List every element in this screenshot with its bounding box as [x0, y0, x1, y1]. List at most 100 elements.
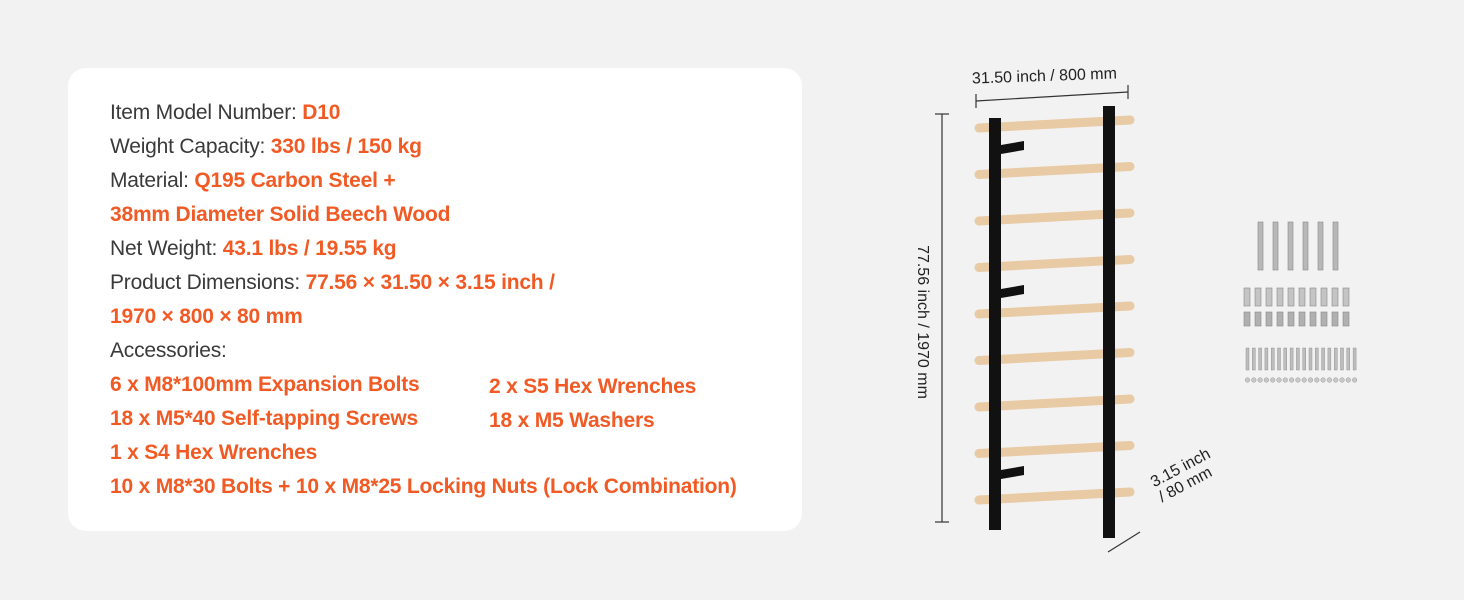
material-label: Material:: [110, 169, 189, 192]
expansion-bolt: [1272, 221, 1279, 271]
expansion-bolt: [1257, 221, 1264, 271]
washer: [1282, 377, 1288, 383]
accessory-item: 10 x M8*30 Bolts + 10 x M8*25 Locking Nu…: [110, 474, 737, 500]
accessory-s5-hex-wrenches: 2 x S5 Hex Wrenches: [489, 375, 697, 398]
spec-net-weight: Net Weight: 43.1 lbs / 19.55 kg: [110, 236, 397, 262]
net-weight-value: 43.1 lbs / 19.55 kg: [222, 237, 397, 260]
self-tapping-screw: [1270, 347, 1275, 371]
locking-nut: [1265, 311, 1273, 327]
accessory-expansion-bolts: 6 x M8*100mm Expansion Bolts: [110, 373, 420, 396]
spec-model: Item Model Number: D10: [110, 100, 340, 126]
washer: [1244, 377, 1250, 383]
self-tapping-screw: [1352, 347, 1357, 371]
expansion-bolt: [1332, 221, 1339, 271]
bolt: [1243, 287, 1251, 307]
bolt: [1254, 287, 1262, 307]
accessory-m5-washers: 18 x M5 Washers: [489, 409, 655, 432]
washer: [1270, 377, 1276, 383]
washer: [1251, 377, 1257, 383]
self-tapping-screw: [1333, 347, 1338, 371]
locking-nut: [1342, 311, 1350, 327]
dimensions-value-2: 1970 × 800 × 80 mm: [110, 305, 303, 328]
self-tapping-screw: [1258, 347, 1262, 371]
self-tapping-screw: [1340, 347, 1344, 371]
expansion-bolt: [1317, 221, 1324, 271]
locking-nut: [1309, 311, 1317, 327]
self-tapping-screw: [1264, 347, 1269, 371]
expansion-bolt: [1287, 221, 1294, 271]
self-tapping-screw: [1321, 347, 1325, 371]
washer: [1307, 377, 1313, 383]
dimensions-label: Product Dimensions:: [110, 271, 300, 294]
width-dimension-line: [975, 85, 1129, 108]
bolt: [1287, 287, 1295, 307]
washer: [1257, 377, 1263, 383]
spec-dimensions: Product Dimensions: 77.56 × 31.50 × 3.15…: [110, 270, 555, 296]
self-tapping-screw: [1315, 347, 1319, 371]
self-tapping-screw: [1346, 347, 1351, 371]
self-tapping-screw: [1296, 347, 1300, 371]
washer: [1263, 377, 1269, 383]
hardware-accessories: [1243, 221, 1358, 383]
bolt: [1331, 287, 1339, 307]
washer: [1345, 377, 1351, 383]
self-tapping-screw: [1289, 347, 1294, 371]
self-tapping-screw: [1308, 347, 1313, 371]
bolt: [1309, 287, 1317, 307]
locking-nut: [1243, 311, 1251, 327]
self-tapping-screw: [1245, 347, 1250, 371]
self-tapping-screw: [1327, 347, 1332, 371]
locking-nut: [1276, 311, 1284, 327]
spec-capacity: Weight Capacity: 330 lbs / 150 kg: [110, 134, 422, 160]
bolt: [1342, 287, 1350, 307]
locking-nut: [1287, 311, 1295, 327]
washer: [1301, 377, 1307, 383]
expansion-bolt: [1302, 221, 1309, 271]
wall-brackets: [1001, 141, 1024, 479]
locking-nut: [1331, 311, 1339, 327]
dimensions-value-1: 77.56 × 31.50 × 3.15 inch /: [305, 271, 555, 294]
accessory-item: 6 x M8*100mm Expansion Bolts: [110, 372, 420, 398]
washer: [1295, 377, 1301, 383]
washer: [1314, 377, 1320, 383]
spec-card: Item Model Number: D10 Weight Capacity: …: [68, 68, 802, 531]
washer: [1289, 377, 1295, 383]
spec-dimensions-continued: 1970 × 800 × 80 mm: [110, 304, 303, 330]
self-tapping-screw: [1302, 347, 1306, 371]
self-tapping-screw: [1277, 347, 1281, 371]
locking-nut: [1254, 311, 1262, 327]
model-label: Item Model Number:: [110, 101, 297, 124]
accessory-item: 18 x M5 Washers: [489, 408, 655, 434]
accessory-item: 1 x S4 Hex Wrenches: [110, 440, 317, 466]
accessory-item: 18 x M5*40 Self-tapping Screws: [110, 406, 418, 432]
self-tapping-screw: [1252, 347, 1256, 371]
washer: [1326, 377, 1332, 383]
spec-material: Material: Q195 Carbon Steel +: [110, 168, 396, 194]
accessories-heading: Accessories:: [110, 338, 227, 364]
locking-nut: [1298, 311, 1306, 327]
accessory-s4-hex-wrenches: 1 x S4 Hex Wrenches: [110, 441, 318, 464]
bolt: [1320, 287, 1328, 307]
material-value-2: 38mm Diameter Solid Beech Wood: [110, 203, 451, 226]
wall-ladder: [974, 106, 1135, 538]
accessory-bolts-and-nuts: 10 x M8*30 Bolts + 10 x M8*25 Locking Nu…: [110, 475, 737, 498]
accessories-label: Accessories:: [110, 339, 227, 362]
washer: [1339, 377, 1345, 383]
model-value: D10: [302, 101, 341, 124]
accessory-item: 2 x S5 Hex Wrenches: [489, 374, 696, 400]
washer: [1333, 377, 1339, 383]
washer: [1320, 377, 1326, 383]
washer: [1352, 377, 1358, 383]
capacity-value: 330 lbs / 150 kg: [270, 135, 422, 158]
net-weight-label: Net Weight:: [110, 237, 218, 260]
self-tapping-screw: [1283, 347, 1288, 371]
capacity-label: Weight Capacity:: [110, 135, 266, 158]
bolt: [1298, 287, 1306, 307]
bolt: [1265, 287, 1273, 307]
material-value-1: Q195 Carbon Steel +: [194, 169, 396, 192]
accessory-self-tapping-screws: 18 x M5*40 Self-tapping Screws: [110, 407, 418, 430]
height-dimension-line: [935, 113, 949, 523]
ladder-right-rail: [1103, 106, 1115, 538]
ladder-left-rail: [989, 118, 1001, 530]
